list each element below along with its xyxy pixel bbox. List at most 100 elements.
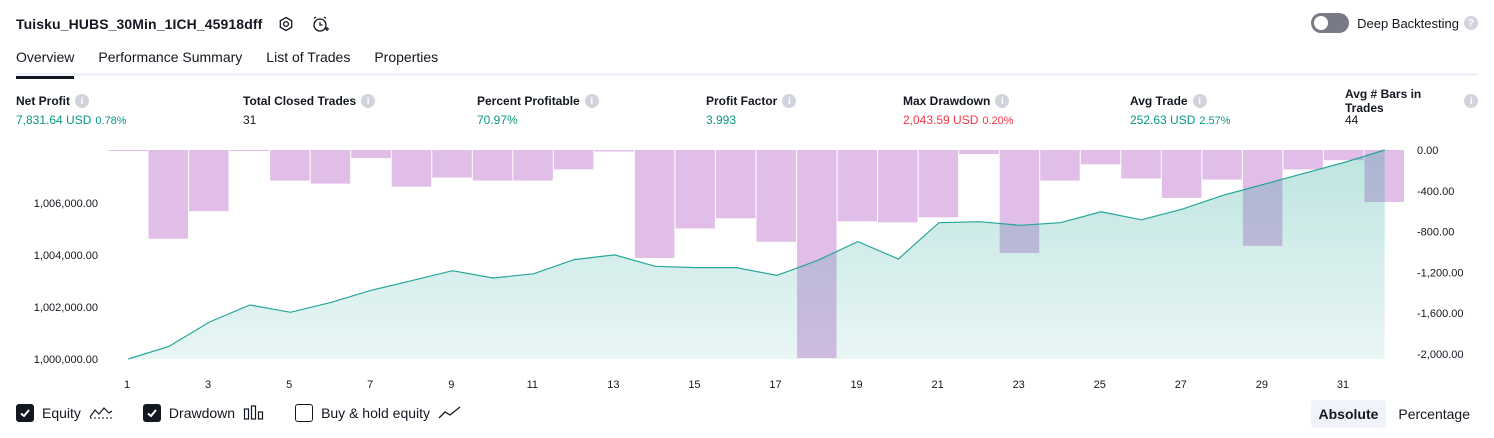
left-axis-tick-label: 1,004,000.00 xyxy=(34,250,98,262)
metric-avg-bars: Avg # Bars in Trades i 44 xyxy=(1345,87,1478,127)
tab-bar: Overview Performance Summary List of Tra… xyxy=(16,44,1478,79)
drawdown-bar xyxy=(959,150,999,155)
drawdown-bar xyxy=(270,150,310,181)
equity-line xyxy=(128,149,1385,360)
equity-area xyxy=(128,149,1385,360)
alarm-clock-plus-icon[interactable] xyxy=(310,14,330,34)
x-axis-tick-label: 3 xyxy=(205,379,211,391)
x-axis-tick-label: 11 xyxy=(527,379,538,391)
metric-net-profit: Net Profit i 7,831.64 USD 0.78% xyxy=(16,93,127,127)
right-axis-tick-label: -1,600.00 xyxy=(1417,308,1463,320)
right-axis-tick-label: -2,000.00 xyxy=(1417,349,1463,361)
tab-performance-summary[interactable]: Performance Summary xyxy=(98,49,243,65)
chart-legend: Equity Drawdown Buy & hold equity xyxy=(16,404,492,422)
deep-backtesting-toggle[interactable] xyxy=(1311,13,1350,33)
right-axis: 0.00 -400.00 -800.00 -1,200.00 -1,600.00 -2,0… xyxy=(1417,145,1463,361)
x-axis-tick-label: 5 xyxy=(286,379,292,391)
metric-value: 252.63 USD xyxy=(1130,113,1196,127)
metric-profit-factor: Profit Factor i 3.993 xyxy=(706,93,797,127)
x-axis-tick-label: 9 xyxy=(448,379,454,391)
legend-equity[interactable]: Equity xyxy=(16,404,113,422)
x-axis: 1 3 5 7 9 11 13 15 17 19 21 23 25 27 29 31 xyxy=(124,379,1349,391)
scale-toggle: Absolute Percentage xyxy=(1307,400,1479,428)
metric-value: 7,831.64 USD xyxy=(16,113,92,127)
x-axis-tick-label: 17 xyxy=(769,379,781,391)
metric-percent: 0.20% xyxy=(982,115,1014,127)
left-axis: 1,000,000.00 1,002,000.00 1,004,000.00 1,00… xyxy=(34,198,98,366)
x-axis-tick-label: 31 xyxy=(1337,379,1349,391)
metric-label: Avg Trade xyxy=(1130,94,1188,108)
checkbox-checked-icon[interactable] xyxy=(16,404,34,422)
right-axis-tick-label: -1,200.00 xyxy=(1417,267,1463,279)
drawdown-bar xyxy=(837,150,878,222)
info-icon[interactable]: i xyxy=(995,94,1010,108)
equity-area-fill xyxy=(128,150,1385,359)
drawdown-bar xyxy=(432,150,472,178)
info-icon[interactable]: i xyxy=(584,94,599,108)
equity-drawdown-chart[interactable]: 1,000,000.00 1,002,000.00 1,004,000.00 1,00… xyxy=(0,140,1494,396)
equity-line-icon xyxy=(89,405,113,421)
drawdown-bar xyxy=(351,150,391,159)
metric-percent: 0.78% xyxy=(95,115,127,127)
info-icon[interactable]: i xyxy=(1464,94,1478,108)
drawdown-bar xyxy=(108,150,148,151)
left-axis-tick-label: 1,002,000.00 xyxy=(34,302,98,314)
drawdown-bar xyxy=(472,150,513,181)
drawdown-bar xyxy=(1283,150,1323,170)
metric-percent-profitable: Percent Profitable i 70.97% xyxy=(477,93,599,127)
help-icon[interactable]: ? xyxy=(1464,16,1478,30)
gear-icon[interactable] xyxy=(276,14,296,34)
drawdown-bar xyxy=(513,150,553,181)
legend-label: Drawdown xyxy=(168,405,236,421)
drawdown-bar xyxy=(229,150,270,151)
percentage-button[interactable]: Percentage xyxy=(1398,406,1470,422)
drawdown-bar xyxy=(878,150,918,223)
absolute-button[interactable]: Absolute xyxy=(1310,400,1387,428)
info-icon[interactable]: i xyxy=(1192,94,1207,108)
drawdown-bar xyxy=(1323,150,1364,161)
right-axis-tick-label: -800.00 xyxy=(1417,227,1454,239)
metric-label: Percent Profitable xyxy=(477,94,580,108)
metric-max-drawdown: Max Drawdown i 2,043.59 USD 0.20% xyxy=(903,93,1014,127)
drawdown-bar xyxy=(594,150,634,152)
checkbox-checked-icon[interactable] xyxy=(142,404,161,422)
drawdown-bar xyxy=(1080,150,1121,165)
deep-backtesting: Deep Backtesting ? xyxy=(1311,13,1478,33)
metric-avg-trade: Avg Trade i 252.63 USD 2.57% xyxy=(1130,93,1231,127)
metric-label: Max Drawdown xyxy=(903,94,991,108)
legend-label: Buy & hold equity xyxy=(321,405,431,421)
metric-percent: 2.57% xyxy=(1199,115,1231,127)
deep-backtesting-label: Deep Backtesting xyxy=(1357,15,1459,31)
x-axis-tick-label: 29 xyxy=(1256,379,1268,391)
info-icon[interactable]: i xyxy=(782,94,797,108)
metric-label: Profit Factor xyxy=(706,94,778,108)
metric-value: 3.993 xyxy=(706,113,737,127)
right-axis-tick-label: 0.00 xyxy=(1417,145,1438,157)
metric-value: 31 xyxy=(243,113,257,127)
strategy-title: Tuisku_HUBS_30Min_1ICH_45918dff xyxy=(16,16,263,32)
buy-hold-line-icon xyxy=(438,405,462,421)
drawdown-bar xyxy=(1121,150,1161,179)
legend-drawdown[interactable]: Drawdown xyxy=(142,404,265,422)
drawdown-bar xyxy=(553,150,594,170)
tab-properties[interactable]: Properties xyxy=(374,49,439,65)
strategy-header: Tuisku_HUBS_30Min_1ICH_45918dff xyxy=(16,12,330,36)
metrics-row: Net Profit i 7,831.64 USD 0.78% Total Clos… xyxy=(16,87,1478,133)
metric-label: Avg # Bars in Trades xyxy=(1345,87,1422,115)
drawdown-bar xyxy=(1040,150,1080,181)
x-axis-tick-label: 7 xyxy=(367,379,373,391)
checkbox-unchecked-icon[interactable] xyxy=(295,404,314,422)
drawdown-bar xyxy=(715,150,756,219)
metric-value: 70.97% xyxy=(477,113,518,127)
info-icon[interactable]: i xyxy=(361,94,376,108)
drawdown-bar xyxy=(391,150,432,187)
tab-list-of-trades[interactable]: List of Trades xyxy=(266,49,351,65)
drawdown-bar xyxy=(1202,150,1242,180)
x-axis-tick-label: 13 xyxy=(607,379,619,391)
legend-buy-hold[interactable]: Buy & hold equity xyxy=(295,404,462,422)
tab-overview[interactable]: Overview xyxy=(16,44,75,79)
drawdown-bar xyxy=(189,150,229,212)
info-icon[interactable]: i xyxy=(75,94,89,108)
drawdown-bar xyxy=(918,150,959,218)
x-axis-tick-label: 25 xyxy=(1094,379,1106,391)
